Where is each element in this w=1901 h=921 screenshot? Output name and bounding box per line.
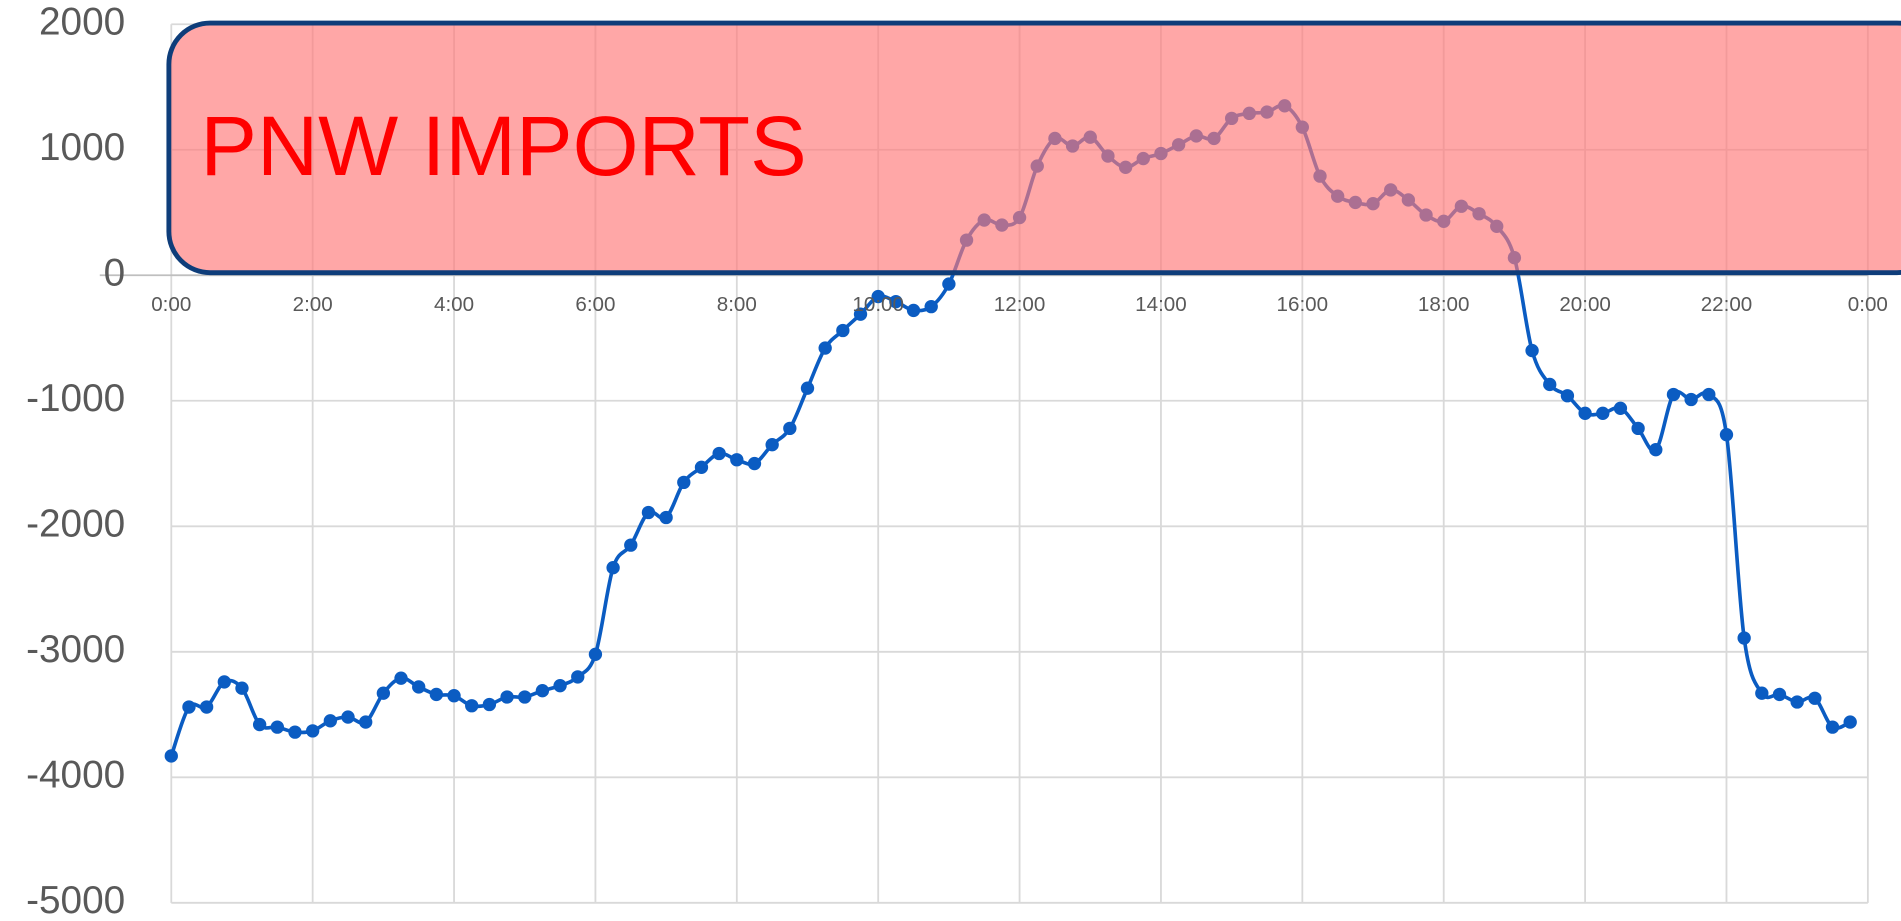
point [341, 710, 355, 724]
point [730, 453, 744, 467]
y-tick-label: 2000 [39, 0, 125, 43]
point [624, 538, 638, 552]
point [217, 675, 231, 689]
point [1631, 421, 1645, 436]
point [1825, 720, 1840, 734]
point [270, 720, 284, 734]
annotation-box [166, 20, 1901, 276]
y-tick-label: 0 [104, 251, 126, 294]
point [641, 505, 656, 520]
point [1737, 631, 1751, 645]
point [482, 697, 497, 712]
point [1613, 401, 1628, 415]
point [1755, 686, 1769, 700]
point [571, 670, 585, 684]
x-tick-label: 0:00 [151, 293, 191, 316]
point [836, 323, 850, 338]
y-tick-label: -5000 [26, 879, 125, 921]
x-tick-label: 10:00 [852, 293, 904, 316]
point [677, 475, 691, 490]
x-tick-label: 12:00 [994, 293, 1046, 316]
point [1772, 687, 1787, 702]
point [288, 725, 302, 739]
point [429, 687, 444, 702]
x-tick-label: 22:00 [1701, 293, 1753, 316]
point [906, 303, 921, 318]
point [942, 277, 956, 291]
point [359, 715, 373, 729]
point [182, 700, 196, 714]
point [924, 299, 938, 314]
point [1702, 387, 1716, 402]
y-tick-label: -2000 [26, 503, 125, 546]
point [1843, 715, 1857, 729]
point [1543, 377, 1557, 392]
point [712, 446, 726, 461]
point [323, 714, 338, 728]
point [1808, 691, 1822, 705]
x-tick-label: 20:00 [1559, 293, 1611, 316]
point [394, 671, 408, 685]
point [1596, 406, 1610, 420]
y-tick-label: -1000 [26, 377, 125, 420]
point [465, 699, 479, 713]
annotation: PNW IMPORTS [200, 98, 806, 193]
y-tick-label: -4000 [26, 754, 125, 797]
point [252, 717, 267, 732]
point [783, 421, 797, 436]
point [659, 510, 673, 525]
point [747, 456, 762, 471]
y-tick-label: 1000 [39, 126, 125, 169]
x-tick-label: 8:00 [717, 293, 757, 316]
point [412, 680, 426, 694]
x-tick-label: 2:00 [293, 293, 333, 316]
x-tick-label: 4:00 [434, 293, 474, 316]
point [765, 438, 779, 452]
point [1525, 343, 1539, 358]
point [889, 294, 903, 309]
point [853, 307, 868, 321]
point [588, 647, 603, 661]
point [1649, 443, 1663, 457]
point [235, 681, 249, 695]
y-tick-label: -3000 [26, 628, 125, 671]
x-tick-label: 16:00 [1277, 293, 1329, 316]
point [164, 749, 178, 763]
point [1560, 389, 1575, 403]
point [518, 690, 532, 704]
x-tick-label: 18:00 [1418, 293, 1470, 316]
point [376, 686, 391, 700]
x-tick-label: 14:00 [1135, 293, 1187, 316]
point [306, 724, 320, 738]
point [1578, 406, 1592, 420]
point [800, 381, 815, 395]
point [1684, 392, 1698, 407]
point [871, 289, 885, 304]
x-tick-label: 6:00 [575, 293, 615, 316]
x-tick-label: 0:00 [1848, 293, 1888, 316]
point [1790, 695, 1804, 709]
point [694, 460, 709, 474]
point [447, 689, 461, 703]
point [199, 700, 214, 714]
point [818, 341, 832, 355]
point [535, 684, 550, 698]
point [1666, 387, 1681, 402]
point [606, 561, 620, 575]
tick-labels: -5000 -4000 -3000 -2000 -1000 0 1000 2000 0:00 2:… [26, 0, 1888, 921]
point [1719, 427, 1734, 442]
point [553, 679, 567, 693]
point [500, 690, 514, 704]
